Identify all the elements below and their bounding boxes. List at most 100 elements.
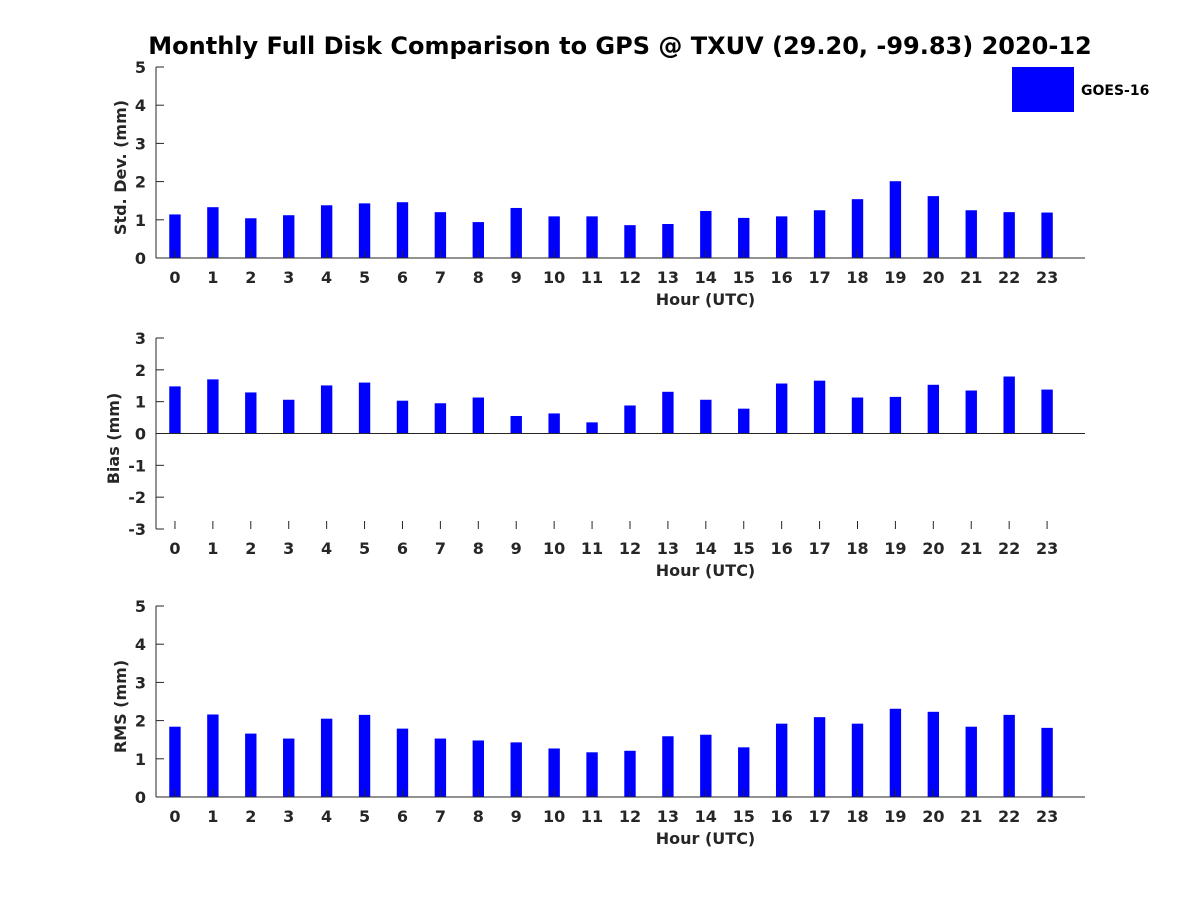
bar-20: [927, 384, 940, 434]
bar-16: [775, 216, 788, 258]
x-tick-label: 21: [960, 539, 982, 558]
x-tick-label: 14: [695, 539, 717, 558]
bar-18: [851, 397, 864, 434]
y-tick-label: 5: [135, 597, 146, 616]
legend-label: GOES-16: [1081, 83, 1149, 99]
bar-10: [548, 216, 560, 258]
bar-11: [586, 216, 598, 258]
y-axis-label: Std. Dev. (mm): [111, 100, 130, 235]
x-tick-label: 15: [733, 539, 755, 558]
y-tick-label: 3: [135, 134, 146, 153]
y-tick-label: 1: [135, 211, 146, 230]
x-tick-label: 21: [960, 807, 982, 826]
x-tick-label: 8: [473, 268, 484, 287]
x-tick-label: 12: [619, 807, 641, 826]
x-tick-label: 4: [321, 268, 332, 287]
bar-12: [624, 405, 636, 434]
x-tick-label: 4: [321, 539, 332, 558]
x-tick-label: 2: [245, 539, 256, 558]
x-tick-label: 6: [397, 268, 408, 287]
bar-5: [358, 203, 371, 258]
x-tick-label: 23: [1036, 539, 1058, 558]
bar-15: [738, 217, 750, 258]
bar-5: [358, 714, 371, 797]
bar-16: [775, 383, 788, 434]
bar-21: [965, 726, 977, 797]
bar-22: [1003, 714, 1015, 797]
x-tick-label: 17: [808, 807, 830, 826]
x-tick-label: 16: [771, 268, 793, 287]
bar-1: [207, 714, 219, 797]
x-tick-label: 10: [543, 539, 565, 558]
x-tick-label: 12: [619, 268, 641, 287]
bar-5: [358, 382, 371, 434]
y-tick-label: 4: [135, 635, 146, 654]
x-tick-label: 3: [283, 268, 294, 287]
bar-4: [320, 385, 333, 434]
bar-19: [889, 708, 902, 797]
bar-6: [396, 728, 409, 797]
x-tick-label: 5: [359, 268, 370, 287]
bar-23: [1041, 389, 1053, 434]
bar-8: [472, 740, 484, 797]
y-tick-label: 3: [135, 329, 146, 348]
bar-4: [320, 205, 333, 258]
bar-22: [1003, 376, 1015, 434]
bar-6: [396, 400, 409, 434]
y-tick-label: 0: [135, 425, 146, 444]
bar-13: [662, 391, 674, 434]
x-tick-label: 8: [473, 539, 484, 558]
bar-2: [245, 733, 257, 797]
y-tick-label: 4: [135, 96, 146, 115]
x-tick-label: 19: [884, 268, 906, 287]
chart-title: Monthly Full Disk Comparison to GPS @ TX…: [148, 32, 1091, 60]
y-tick-label: 2: [135, 173, 146, 192]
x-tick-label: 22: [998, 807, 1020, 826]
x-tick-label: 7: [435, 268, 446, 287]
bar-14: [700, 399, 712, 434]
x-tick-label: 5: [359, 539, 370, 558]
bar-0: [169, 726, 181, 797]
legend-swatch: [1012, 67, 1074, 112]
bar-9: [510, 207, 522, 258]
bar-8: [472, 222, 484, 258]
x-tick-label: 19: [884, 539, 906, 558]
legend: GOES-16: [1012, 67, 1149, 112]
bar-17: [813, 380, 826, 434]
x-tick-label: 15: [733, 268, 755, 287]
y-tick-label: 2: [135, 361, 146, 380]
x-tick-label: 20: [922, 268, 944, 287]
y-tick-label: 0: [135, 249, 146, 268]
x-tick-label: 3: [283, 539, 294, 558]
x-tick-label: 0: [169, 539, 180, 558]
bar-9: [510, 415, 522, 434]
x-tick-label: 12: [619, 539, 641, 558]
bar-13: [662, 736, 674, 797]
x-tick-label: 14: [695, 807, 717, 826]
bar-23: [1041, 727, 1053, 797]
x-tick-label: 6: [397, 539, 408, 558]
x-tick-label: 13: [657, 268, 679, 287]
bar-10: [548, 748, 560, 797]
bar-2: [245, 392, 257, 434]
bar-19: [889, 396, 902, 434]
bar-3: [283, 738, 295, 797]
bar-11: [586, 422, 598, 434]
bar-21: [965, 210, 977, 258]
x-tick-label: 11: [581, 539, 603, 558]
bar-13: [662, 224, 674, 258]
bar-7: [434, 738, 447, 797]
bar-19: [889, 181, 902, 258]
bar-0: [169, 386, 181, 434]
x-axis-label: Hour (UTC): [656, 290, 756, 309]
x-tick-label: 20: [922, 807, 944, 826]
bar-2: [245, 218, 257, 258]
x-tick-label: 10: [543, 268, 565, 287]
bar-1: [207, 207, 219, 258]
x-tick-label: 13: [657, 807, 679, 826]
bar-18: [851, 199, 864, 258]
bar-12: [624, 750, 636, 797]
bar-4: [320, 718, 333, 797]
